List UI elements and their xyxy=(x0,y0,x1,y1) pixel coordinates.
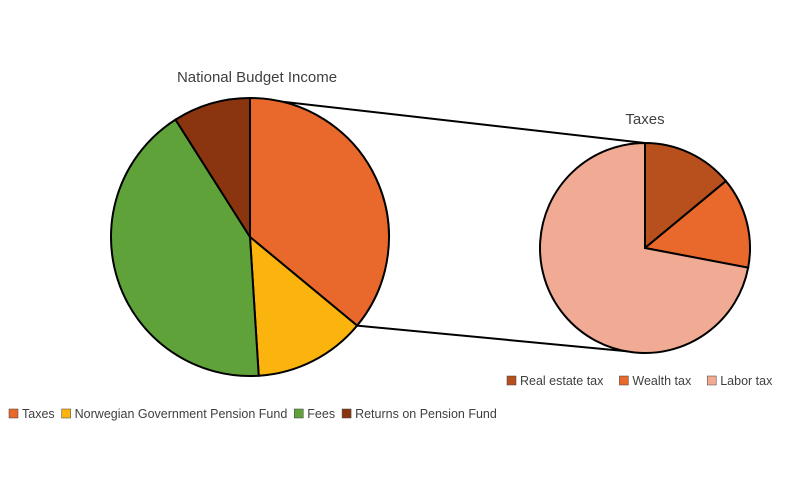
main-slice-fees xyxy=(110,118,260,378)
main-legend-swatch xyxy=(341,408,352,419)
sub-legend-swatch xyxy=(619,375,629,386)
main-pie xyxy=(110,96,390,378)
connector-line-bottom xyxy=(357,324,646,354)
sub-legend-label: Labor tax xyxy=(720,374,773,388)
main-legend-item-taxes: Taxes xyxy=(8,407,55,421)
sub-pie-legend: Real estate tax Wealth tax Labor tax xyxy=(506,374,773,388)
main-legend-item-fees: Fees xyxy=(294,407,335,421)
sub-slice-real-estate-tax xyxy=(644,141,728,251)
main-slice-norwegian-government-pension-fund xyxy=(248,234,359,377)
main-legend-swatch xyxy=(8,408,19,419)
main-legend-swatch xyxy=(294,408,304,419)
sub-pie xyxy=(539,141,751,354)
sub-legend-item-wealth-tax: Wealth tax xyxy=(619,374,692,388)
sub-slice-wealth-tax xyxy=(642,179,751,269)
sub-pie-title: Taxes xyxy=(625,111,664,128)
main-legend-item-norwegian-government-pension-fund: Norwegian Government Pension Fund xyxy=(61,407,288,421)
main-legend-item-returns-on-pension-fund: Returns on Pension Fund xyxy=(341,407,497,421)
sub-slice-labor-tax xyxy=(539,141,750,354)
main-pie-legend: Taxes Norwegian Government Pension Fund Fe… xyxy=(8,407,497,421)
sub-legend-item-labor-tax: Labor tax xyxy=(706,374,773,388)
main-pie-title: National Budget Income xyxy=(177,69,337,86)
sub-legend-label: Wealth tax xyxy=(632,374,692,388)
sub-legend-label: Real estate tax xyxy=(520,374,604,388)
main-legend-label: Norwegian Government Pension Fund xyxy=(75,407,288,421)
main-legend-swatch xyxy=(61,408,71,419)
sub-legend-swatch xyxy=(506,375,517,386)
connector-lines xyxy=(249,97,646,354)
sub-legend-item-real-estate-tax: Real estate tax xyxy=(506,374,604,388)
main-legend-label: Taxes xyxy=(22,407,55,421)
sub-legend-swatch xyxy=(706,375,717,386)
main-legend-label: Returns on Pension Fund xyxy=(355,407,497,421)
main-slice-returns-on-pension-fund xyxy=(174,96,251,241)
main-legend-label: Fees xyxy=(307,407,335,421)
main-slice-taxes xyxy=(249,96,390,328)
connector-line-top xyxy=(249,97,646,144)
